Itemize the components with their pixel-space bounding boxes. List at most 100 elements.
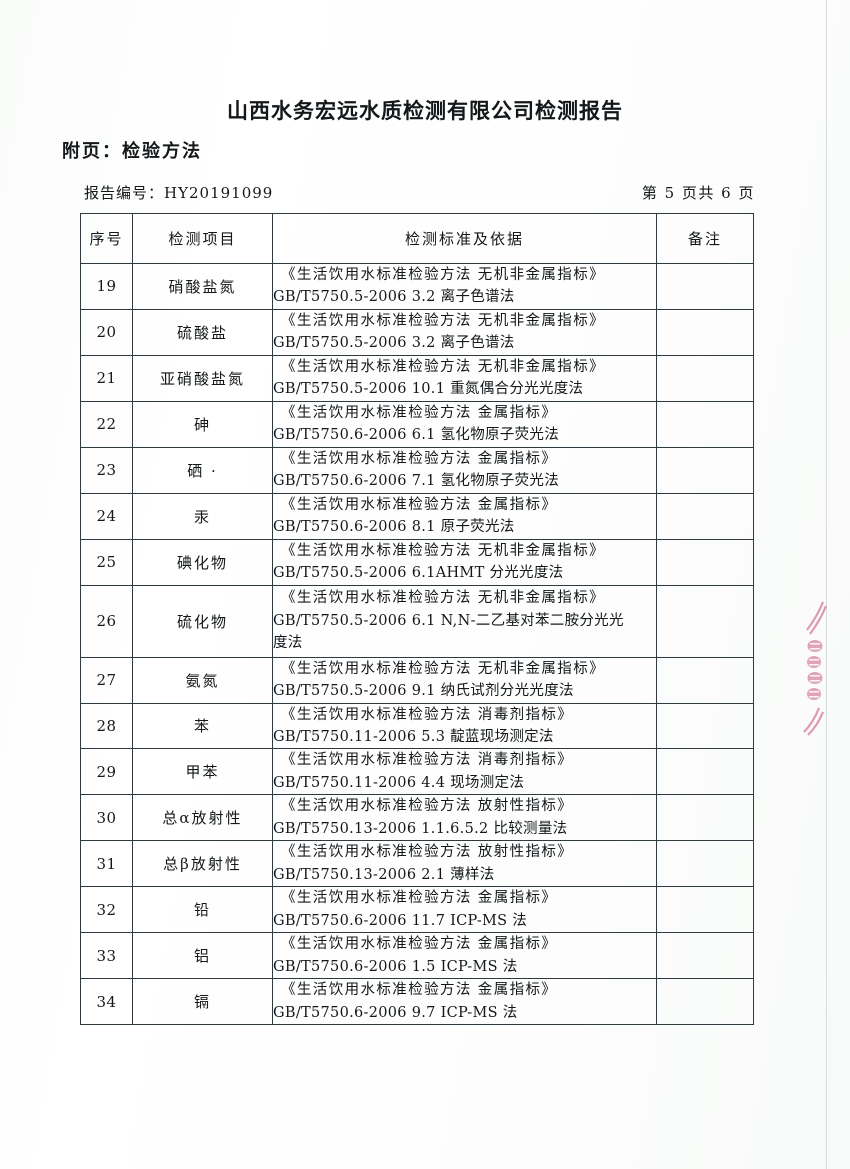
standard-title-line: 《生活饮用水标准检验方法 消毒剂指标》	[281, 752, 574, 769]
standard-code-line: GB/T5750.6-2006 6.1 氢化物原子荧光法	[273, 427, 560, 444]
cell-sequence: 23	[80, 446, 133, 494]
cell-remark	[656, 748, 754, 796]
report-number: 报告编号：HY20191099	[84, 184, 274, 202]
standard-title-line: 《生活饮用水标准检验方法 金属指标》	[281, 936, 558, 953]
standard-code-line: GB/T5750.5-2006 6.1 N,N-二乙基对苯二胺分光光	[273, 612, 624, 629]
cell-test-item: 硫酸盐	[132, 308, 273, 356]
table-row: 30 总α放射性 《生活饮用水标准检验方法 放射性指标》 GB/T5750.13-20…	[80, 794, 754, 842]
cell-sequence: 24	[80, 492, 133, 540]
cell-standard-basis: 《生活饮用水标准检验方法 金属指标》 GB/T5750.6-2006 11.7 I…	[272, 886, 657, 934]
table-row: 28 苯《生活饮用水标准检验方法 消毒剂指标》 GB/T5750.11-2006 5…	[80, 702, 754, 750]
cell-sequence: 26	[80, 584, 133, 658]
table-row: 29 甲苯 《生活饮用水标准检验方法 消毒剂指标》 GB/T5750.11-2006 …	[80, 748, 754, 796]
column-header-standard: 检测标准及依据	[272, 213, 657, 264]
table-row: 24 汞《生活饮用水标准检验方法 金属指标》 GB/T5750.6-2006 8.1…	[80, 492, 754, 540]
cell-standard-basis: 《生活饮用水标准检验方法 金属指标》 GB/T5750.6-2006 6.1 氢化…	[272, 400, 657, 448]
cell-test-item: 镉	[132, 978, 273, 1026]
cell-sequence: 30	[80, 794, 133, 842]
standard-code-line: GB/T5750.6-2006 8.1 原子荧光法	[273, 519, 515, 536]
cell-sequence: 21	[80, 354, 133, 402]
cell-standard-basis: 《生活饮用水标准检验方法 无机非金属指标》 GB/T5750.5-2006 6.1…	[272, 584, 657, 658]
standard-code-line: GB/T5750.6-2006 7.1 氢化物原子荧光法	[273, 473, 560, 490]
document-meta-row: 报告编号：HY20191099 第 5 页共 6 页	[84, 182, 755, 203]
standard-code-line: GB/T5750.5-2006 3.2 离子色谱法	[273, 335, 515, 352]
cell-sequence: 34	[80, 978, 133, 1026]
standard-title-line: 《生活饮用水标准检验方法 金属指标》	[281, 890, 558, 907]
cell-remark	[656, 932, 754, 980]
standard-code-line: GB/T5750.5-2006 6.1AHMT 分光光度法	[273, 565, 564, 582]
cell-sequence: 20	[80, 308, 133, 356]
table-header-row: 序号 检测项目 检测标准及依据 备注	[80, 213, 754, 264]
table-row: 33 铝《生活饮用水标准检验方法 金属指标》 GB/T5750.6-2006 1.5…	[80, 932, 754, 980]
cell-sequence: 28	[80, 702, 133, 750]
cell-standard-basis: 《生活饮用水标准检验方法 消毒剂指标》 GB/T5750.11-2006 4.4 …	[272, 748, 657, 796]
standard-title-line: 《生活饮用水标准检验方法 放射性指标》	[281, 844, 574, 861]
cell-remark	[656, 538, 754, 586]
column-header-item: 检测项目	[132, 213, 273, 264]
cell-test-item: 铅	[132, 886, 273, 934]
standard-title-line: 《生活饮用水标准检验方法 无机非金属指标》	[281, 660, 606, 677]
cell-test-item: 苯	[132, 702, 273, 750]
cell-test-item: 亚硝酸盐氮	[132, 354, 273, 402]
cell-test-item: 总α放射性	[132, 794, 273, 842]
cell-remark	[656, 446, 754, 494]
cell-test-item: 总β放射性	[132, 840, 273, 888]
table-row: 22 砷《生活饮用水标准检验方法 金属指标》 GB/T5750.6-2006 6.1…	[80, 400, 754, 448]
standard-code-line: GB/T5750.13-2006 1.1.6.5.2 比较测量法	[273, 820, 568, 837]
cell-test-item: 硝酸盐氮	[132, 263, 273, 310]
cell-sequence: 32	[80, 886, 133, 934]
column-header-seq: 序号	[80, 213, 133, 264]
cell-standard-basis: 《生活饮用水标准检验方法 无机非金属指标》 GB/T5750.5-2006 3.2…	[272, 308, 657, 356]
table-row: 34 镉《生活饮用水标准检验方法 金属指标》 GB/T5750.6-2006 9.7…	[80, 978, 754, 1026]
cell-test-item: 汞	[132, 492, 273, 540]
table-row: 20 硫酸盐 《生活饮用水标准检验方法 无机非金属指标》 GB/T5750.5-200…	[80, 308, 754, 356]
cell-standard-basis: 《生活饮用水标准检验方法 无机非金属指标》 GB/T5750.5-2006 3.2…	[272, 263, 657, 310]
cell-remark	[656, 886, 754, 934]
cell-test-item: 铝	[132, 932, 273, 980]
cell-standard-basis: 《生活饮用水标准检验方法 无机非金属指标》 GB/T5750.5-2006 10.…	[272, 354, 657, 402]
column-header-note: 备注	[656, 213, 754, 264]
standard-code-line: GB/T5750.13-2006 2.1 薄样法	[273, 866, 495, 883]
page-title: 山西水务宏远水质检测有限公司检测报告	[227, 99, 623, 123]
table-row: 19 硝酸盐氮 《生活饮用水标准检验方法 无机非金属指标》 GB/T5750.5-20…	[80, 263, 754, 310]
cell-sequence: 27	[80, 656, 133, 704]
cell-sequence: 22	[80, 400, 133, 448]
cell-remark	[656, 702, 754, 750]
cell-sequence: 19	[80, 263, 133, 310]
cell-remark	[656, 656, 754, 704]
table-row: 23 硒 · 《生活饮用水标准检验方法 金属指标》 GB/T5750.6-2006 7…	[80, 446, 754, 494]
cell-remark	[656, 584, 754, 658]
standard-code-line: GB/T5750.11-2006 5.3 靛蓝现场测定法	[273, 728, 554, 745]
test-method-table: 序号 检测项目 检测标准及依据 备注 19 硝酸盐氮 《生活饮用水标准检验方法 无机…	[80, 213, 754, 1026]
document-subtitle: 附页：检验方法	[62, 141, 202, 162]
cell-standard-basis: 《生活饮用水标准检验方法 无机非金属指标》 GB/T5750.5-2006 6.1…	[272, 538, 657, 586]
cell-test-item: 甲苯	[132, 748, 273, 796]
standard-code-line: GB/T5750.6-2006 11.7 ICP-MS 法	[273, 912, 528, 929]
cell-remark	[656, 400, 754, 448]
standard-title-line: 《生活饮用水标准检验方法 消毒剂指标》	[281, 706, 574, 723]
table-row: 32 铅《生活饮用水标准检验方法 金属指标》 GB/T5750.6-2006 11.…	[80, 886, 754, 934]
cell-standard-basis: 《生活饮用水标准检验方法 无机非金属指标》 GB/T5750.5-2006 9.1…	[272, 656, 657, 704]
cell-remark	[656, 978, 754, 1026]
standard-code-line: GB/T5750.6-2006 9.7 ICP-MS 法	[273, 1004, 518, 1021]
standard-title-line: 《生活饮用水标准检验方法 金属指标》	[281, 496, 558, 513]
standard-title-line: 《生活饮用水标准检验方法 金属指标》	[281, 404, 558, 421]
cell-remark	[656, 263, 754, 310]
standard-title-line: 《生活饮用水标准检验方法 金属指标》	[281, 982, 558, 999]
standard-title-line: 《生活饮用水标准检验方法 无机非金属指标》	[281, 358, 606, 375]
standard-title-line: 《生活饮用水标准检验方法 金属指标》	[281, 450, 558, 467]
cell-test-item: 硫化物	[132, 584, 273, 658]
cell-test-item: 硒 ·	[132, 446, 273, 494]
cell-test-item: 氨氮	[132, 656, 273, 704]
table-row: 27 氨氮 《生活饮用水标准检验方法 无机非金属指标》 GB/T5750.5-2006…	[80, 656, 754, 704]
cell-remark	[656, 840, 754, 888]
cell-test-item: 碘化物	[132, 538, 273, 586]
cell-sequence: 31	[80, 840, 133, 888]
standard-title-line: 《生活饮用水标准检验方法 无机非金属指标》	[281, 590, 606, 607]
cell-sequence: 33	[80, 932, 133, 980]
standard-title-line: 《生活饮用水标准检验方法 无机非金属指标》	[281, 267, 606, 283]
standard-code-line-cont: 度法	[273, 635, 303, 652]
standard-title-line: 《生活饮用水标准检验方法 无机非金属指标》	[281, 312, 606, 329]
cell-standard-basis: 《生活饮用水标准检验方法 金属指标》 GB/T5750.6-2006 1.5 IC…	[272, 932, 657, 980]
table-row: 21 亚硝酸盐氮 《生活饮用水标准检验方法 无机非金属指标》 GB/T5750.5-2…	[80, 354, 754, 402]
